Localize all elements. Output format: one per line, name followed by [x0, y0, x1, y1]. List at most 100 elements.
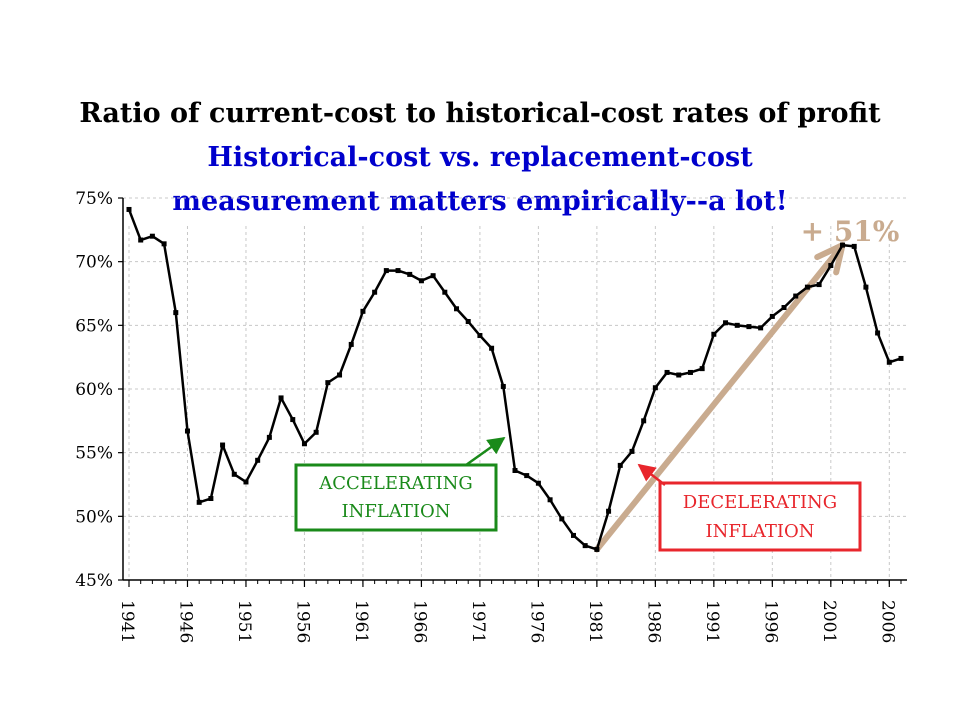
data-point [325, 380, 331, 386]
data-point [886, 359, 892, 365]
data-point [793, 293, 799, 299]
data-point [687, 369, 693, 375]
trend-arrow-shaft [593, 242, 846, 553]
data-point [337, 372, 343, 378]
data-point [173, 310, 179, 316]
data-point [547, 497, 553, 503]
data-point [676, 372, 682, 378]
data-point [138, 237, 144, 243]
x-tick-label: 1946 [175, 600, 195, 643]
accelerating-label-1: ACCELERATING [318, 473, 473, 494]
chart-subtitle-line-2: measurement matters empirically--a lot! [172, 186, 788, 217]
y-tick-label: 60% [75, 380, 113, 400]
data-point [500, 383, 506, 389]
x-tick-label: 1976 [526, 600, 546, 643]
callouts: ACCELERATING INFLATION DECELERATING INFL… [294, 215, 900, 552]
accelerating-label-2: INFLATION [342, 501, 451, 522]
data-point [840, 242, 846, 248]
data-point [875, 330, 881, 336]
x-tick-label: 2001 [819, 600, 839, 643]
data-point [231, 471, 237, 477]
data-point [629, 448, 635, 454]
data-point [208, 496, 214, 502]
decelerating-label-2: INFLATION [706, 521, 815, 542]
title-block: Ratio of current-cost to historical-cost… [0, 92, 960, 224]
y-tick-label: 45% [75, 571, 113, 591]
x-tick-label: 1991 [702, 600, 722, 643]
data-point [723, 320, 729, 326]
data-point [278, 395, 284, 401]
data-point [418, 278, 424, 284]
data-point [711, 331, 717, 337]
data-point [828, 262, 834, 268]
x-tick-label: 2006 [877, 600, 897, 643]
data-point [535, 480, 541, 486]
data-point [582, 543, 588, 549]
data-point [290, 417, 296, 423]
data-point [430, 273, 436, 279]
data-point [863, 284, 869, 290]
accelerating-inflation-box [294, 463, 498, 532]
data-point [360, 308, 366, 314]
x-tick-label: 1956 [292, 600, 312, 643]
data-point [570, 532, 576, 538]
data-point [196, 499, 202, 505]
data-point [255, 457, 261, 463]
data-point [126, 206, 132, 212]
x-axis-ticks: 1941 1946 1951 1956 1961 1966 1971 1976 1981 1986… [117, 580, 902, 643]
data-point [769, 313, 775, 319]
data-series [126, 206, 904, 552]
data-point [851, 243, 857, 249]
data-point [594, 546, 600, 552]
data-point [699, 366, 705, 372]
x-tick-label: 1981 [585, 600, 605, 643]
data-point [395, 268, 401, 274]
data-point [220, 442, 226, 448]
data-point [383, 268, 389, 274]
data-point [734, 322, 740, 328]
x-tick-label: 1971 [468, 600, 488, 643]
data-point [454, 306, 460, 312]
data-point [266, 434, 272, 440]
data-point [559, 516, 565, 522]
data-point [898, 355, 904, 361]
data-point [641, 418, 647, 424]
y-tick-label: 50% [75, 507, 113, 527]
y-tick-label: 65% [75, 316, 113, 336]
data-point [781, 305, 787, 311]
data-point [489, 345, 495, 351]
data-point [524, 473, 530, 479]
data-point [348, 341, 354, 347]
data-point [512, 467, 518, 473]
data-point [465, 319, 471, 325]
chart-title: Ratio of current-cost to historical-cost… [79, 98, 881, 129]
data-point [313, 429, 319, 435]
y-axis-ticks: 45% 50% 55% 60% 65% 70% 75% [75, 189, 123, 591]
data-point [184, 428, 190, 434]
data-point [243, 479, 249, 485]
x-tick-label: 1996 [760, 600, 780, 643]
y-tick-label: 55% [75, 444, 113, 464]
data-point [301, 441, 307, 447]
data-point [758, 325, 764, 331]
data-point [407, 271, 413, 277]
x-tick-label: 1986 [643, 600, 663, 643]
data-point [149, 233, 155, 239]
decelerating-label-1: DECELERATING [683, 492, 837, 513]
data-point [652, 385, 658, 391]
data-point [804, 284, 810, 290]
data-point [372, 289, 378, 295]
decelerating-pointer-arrow [637, 463, 666, 486]
data-point [746, 324, 752, 330]
trend-percent-label: + 51% [801, 215, 900, 248]
data-point [161, 241, 167, 247]
data-point [477, 333, 483, 339]
data-point [664, 369, 670, 375]
x-tick-label: 1941 [117, 600, 137, 643]
y-tick-label: 70% [75, 253, 113, 273]
data-point [606, 508, 612, 514]
data-point [816, 282, 822, 288]
x-tick-label: 1961 [351, 600, 371, 643]
decelerating-inflation-box [658, 481, 862, 552]
